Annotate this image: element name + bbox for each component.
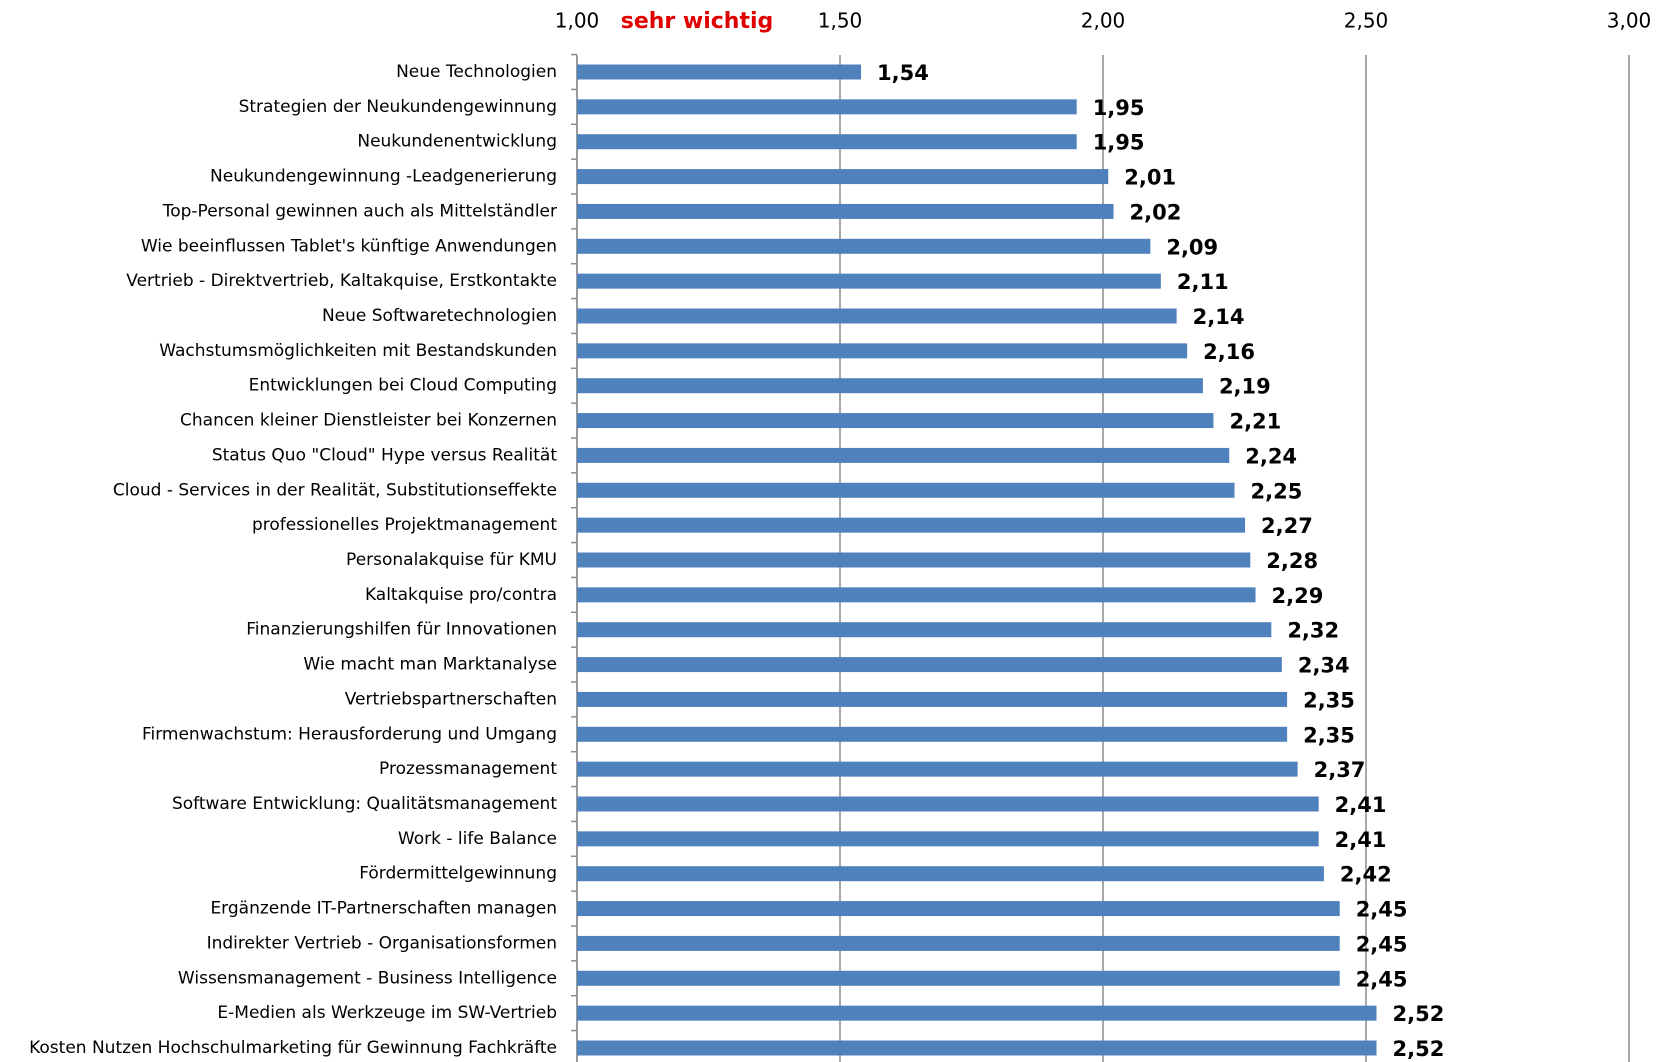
y-tick-label: Kaltakquise pro/contra	[365, 585, 557, 605]
bar	[577, 901, 1340, 917]
bar	[577, 970, 1340, 986]
bar	[577, 866, 1324, 882]
y-tick-label: Neukundengewinnung -Leadgenerierung	[210, 167, 557, 187]
y-tick-label: Wachstumsmöglichkeiten mit Bestandskunde…	[159, 341, 557, 361]
value-label: 1,54	[877, 61, 929, 85]
bar	[577, 761, 1298, 777]
y-tick-label: Neukundenentwicklung	[357, 132, 557, 152]
y-tick-label: Neue Softwaretechnologien	[322, 306, 557, 326]
value-label: 2,21	[1229, 410, 1281, 434]
y-tick-label: Personalakquise für KMU	[346, 550, 557, 570]
value-label: 2,09	[1166, 235, 1218, 259]
value-label: 2,45	[1356, 932, 1408, 956]
value-label: 2,14	[1193, 305, 1245, 329]
bar	[577, 587, 1256, 603]
y-tick-label: Vertrieb - Direktvertrieb, Kaltakquise, …	[126, 271, 557, 291]
bar	[577, 622, 1272, 638]
y-tick-label: Status Quo "Cloud" Hype versus Realität	[212, 445, 557, 465]
bar	[577, 517, 1246, 533]
value-label: 2,52	[1393, 1002, 1445, 1026]
y-tick-label: Finanzierungshilfen für Innovationen	[246, 620, 557, 640]
bar	[577, 343, 1188, 359]
bar	[577, 796, 1319, 812]
y-tick-label: Software Entwicklung: Qualitätsmanagemen…	[172, 794, 557, 814]
x-tick-label: 2,50	[1344, 9, 1389, 33]
y-tick-label: Prozessmanagement	[379, 759, 557, 779]
y-tick-label: Wie macht man Marktanalyse	[303, 655, 557, 675]
y-tick-label: Cloud - Services in der Realität, Substi…	[113, 480, 557, 500]
y-tick-label: Work - life Balance	[398, 829, 557, 849]
y-tick-label: Top-Personal gewinnen auch als Mittelstä…	[162, 201, 557, 221]
bar	[577, 238, 1151, 254]
x-tick-label: 1,50	[818, 9, 863, 33]
bar	[577, 935, 1340, 951]
y-tick-label: professionelles Projektmanagement	[252, 515, 557, 535]
bar	[577, 134, 1077, 150]
y-tick-label: Kosten Nutzen Hochschulmarketing für Gew…	[29, 1038, 557, 1058]
bar	[577, 552, 1251, 568]
value-label: 2,16	[1203, 340, 1255, 364]
bar	[577, 1040, 1377, 1056]
value-label: 2,32	[1287, 619, 1339, 643]
bar	[577, 691, 1288, 707]
annotation: sehr wichtig	[621, 9, 774, 34]
value-label: 2,41	[1335, 828, 1387, 852]
value-label: 2,19	[1219, 375, 1271, 399]
y-tick-label: E-Medien als Werkzeuge im SW-Vertrieb	[217, 1003, 557, 1023]
y-tick-label: Ergänzende IT-Partnerschaften managen	[210, 899, 557, 919]
y-tick-label: Firmenwachstum: Herausforderung und Umga…	[142, 724, 557, 744]
value-label: 2,11	[1177, 270, 1229, 294]
bar	[577, 273, 1161, 289]
value-label: 2,28	[1266, 549, 1318, 573]
value-label: 2,35	[1303, 688, 1355, 712]
bar	[577, 413, 1214, 429]
bar	[577, 726, 1288, 742]
value-label: 2,02	[1130, 200, 1182, 224]
bar	[577, 308, 1177, 324]
y-tick-label: Wie beeinflussen Tablet's künftige Anwen…	[141, 236, 557, 256]
y-tick-label: Indirekter Vertrieb - Organisationsforme…	[207, 933, 557, 953]
value-label: 2,24	[1245, 444, 1297, 468]
bar	[577, 378, 1203, 394]
x-tick-label: 3,00	[1607, 9, 1652, 33]
bar	[577, 1005, 1377, 1021]
bar	[577, 482, 1235, 498]
value-label: 1,95	[1093, 131, 1145, 155]
y-tick-label: Entwicklungen bei Cloud Computing	[249, 376, 557, 396]
y-tick-label: Vertriebspartnerschaften	[345, 689, 557, 709]
y-tick-label: Fördermittelgewinnung	[359, 864, 557, 884]
value-label: 2,01	[1124, 166, 1176, 190]
value-label: 2,29	[1272, 584, 1324, 608]
bar	[577, 831, 1319, 847]
value-label: 2,37	[1314, 758, 1366, 782]
y-tick-label: Wissensmanagement - Business Intelligenc…	[178, 968, 557, 988]
value-label: 2,35	[1303, 723, 1355, 747]
x-tick-label: 2,00	[1081, 9, 1126, 33]
value-label: 2,27	[1261, 514, 1313, 538]
x-tick-label: 1,00	[555, 9, 600, 33]
bar	[577, 203, 1114, 219]
value-label: 1,95	[1093, 96, 1145, 120]
value-label: 2,45	[1356, 898, 1408, 922]
value-label: 2,41	[1335, 793, 1387, 817]
y-tick-label: Neue Technologien	[396, 62, 557, 82]
y-tick-label: Chancen kleiner Dienstleister bei Konzer…	[180, 411, 557, 431]
bar	[577, 657, 1282, 673]
y-tick-label: Strategien der Neukundengewinnung	[239, 97, 557, 117]
value-label: 2,25	[1251, 479, 1303, 503]
value-label: 2,42	[1340, 863, 1392, 887]
bar	[577, 64, 862, 80]
bar	[577, 169, 1109, 185]
bar	[577, 447, 1230, 463]
value-label: 2,45	[1356, 967, 1408, 991]
value-label: 2,34	[1298, 654, 1350, 678]
value-label: 2,52	[1393, 1037, 1445, 1061]
bar	[577, 99, 1077, 115]
